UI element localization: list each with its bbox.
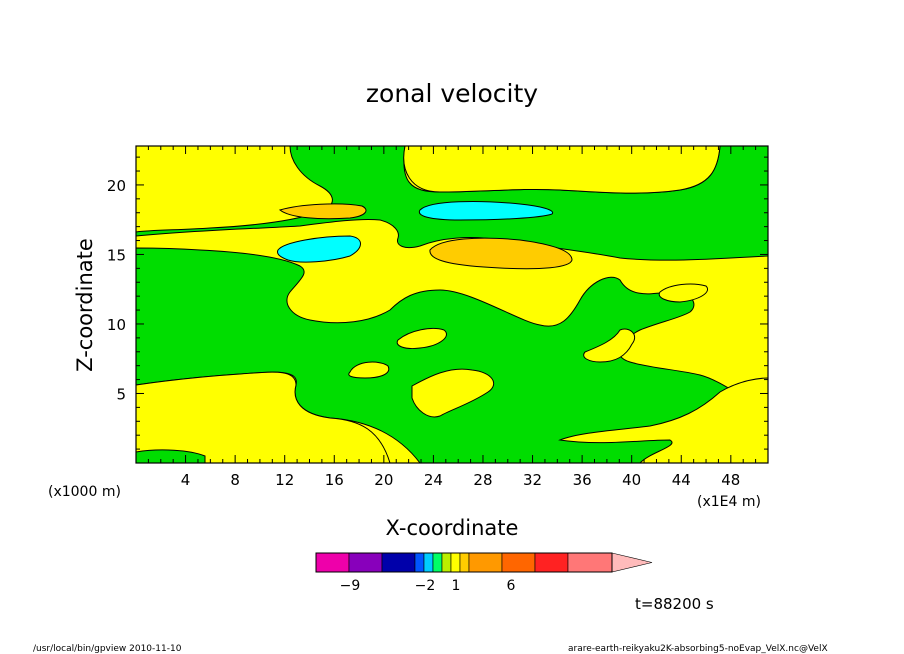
y-tick-label: 5 (116, 385, 126, 403)
colorbar-swatch (348, 552, 383, 573)
x-tick-label: 24 (424, 471, 443, 489)
colorbar-swatch (423, 552, 434, 573)
colorbar-swatch (450, 552, 461, 573)
footer-right: arare-earth-reikyaku2K-absorbing5-noEvap… (568, 644, 828, 654)
lobe-orange-2 (429, 237, 573, 270)
region-yellow-bottom-right (558, 377, 768, 463)
colorbar-swatch (567, 552, 613, 573)
time-label: t=88200 s (635, 595, 714, 613)
colorbar-tick-label: −9 (340, 578, 361, 594)
colorbar-swatch (534, 552, 569, 573)
region-yellow-upper-right (403, 146, 721, 194)
region-green-corner (136, 449, 206, 463)
colorbar-swatch (381, 552, 416, 573)
region-green-lower (136, 247, 768, 463)
island-yellow-5 (583, 328, 636, 363)
colorbar-swatch (432, 552, 443, 573)
lobe-cyan-2 (277, 235, 361, 263)
x-tick-label: 44 (672, 471, 691, 489)
x-tick-label: 32 (523, 471, 542, 489)
island-yellow-1 (396, 327, 447, 349)
colorbar-swatch (501, 552, 536, 573)
lobe-orange-1 (278, 203, 367, 220)
plot-frame (135, 145, 769, 464)
axis-ticks (136, 146, 769, 463)
x-tick-label: 20 (374, 471, 393, 489)
x-tick-label: 4 (181, 471, 191, 489)
region-yellow-bottom (136, 371, 391, 463)
lobe-cyan-1 (418, 201, 554, 221)
island-yellow-4 (658, 283, 708, 303)
x-tick-label: 48 (721, 471, 740, 489)
chart-title: zonal velocity (366, 79, 538, 108)
colorbar-swatch (459, 552, 470, 573)
x-tick-label: 8 (230, 471, 240, 489)
x-tick-label: 12 (275, 471, 294, 489)
z-unit-note: (x1000 m) (48, 484, 121, 500)
colorbar-tick-labels: −9 −2 1 6 (340, 578, 516, 594)
footer-left: /usr/local/bin/gpview 2010-11-10 (33, 644, 182, 654)
x-tick-label: 40 (622, 471, 641, 489)
colorbar (315, 552, 653, 573)
colorbar-tick-label: −2 (415, 578, 436, 594)
y-tick-label: 20 (107, 177, 126, 195)
y-tick-label: 10 (107, 316, 126, 334)
island-yellow-3 (411, 368, 494, 418)
x-unit-note: (x1E4 m) (697, 494, 761, 510)
colorbar-swatch (468, 552, 503, 573)
colorbar-swatch (315, 552, 350, 573)
colorbar-tick-label: 1 (452, 578, 461, 594)
colorbar-swatch (414, 552, 425, 573)
y-axis-label: Z-coordinate (73, 238, 97, 372)
x-tick-label: 28 (473, 471, 492, 489)
y-tick-label: 15 (107, 246, 126, 264)
x-axis-label: X-coordinate (386, 516, 519, 540)
colorbar-swatch (441, 552, 452, 573)
island-yellow-2 (348, 361, 390, 379)
x-tick-label: 16 (325, 471, 344, 489)
colorbar-frame (315, 552, 613, 573)
colorbar-arrow (611, 552, 653, 573)
colorbar-tick-label: 6 (507, 578, 516, 594)
x-tick-label: 36 (573, 471, 592, 489)
